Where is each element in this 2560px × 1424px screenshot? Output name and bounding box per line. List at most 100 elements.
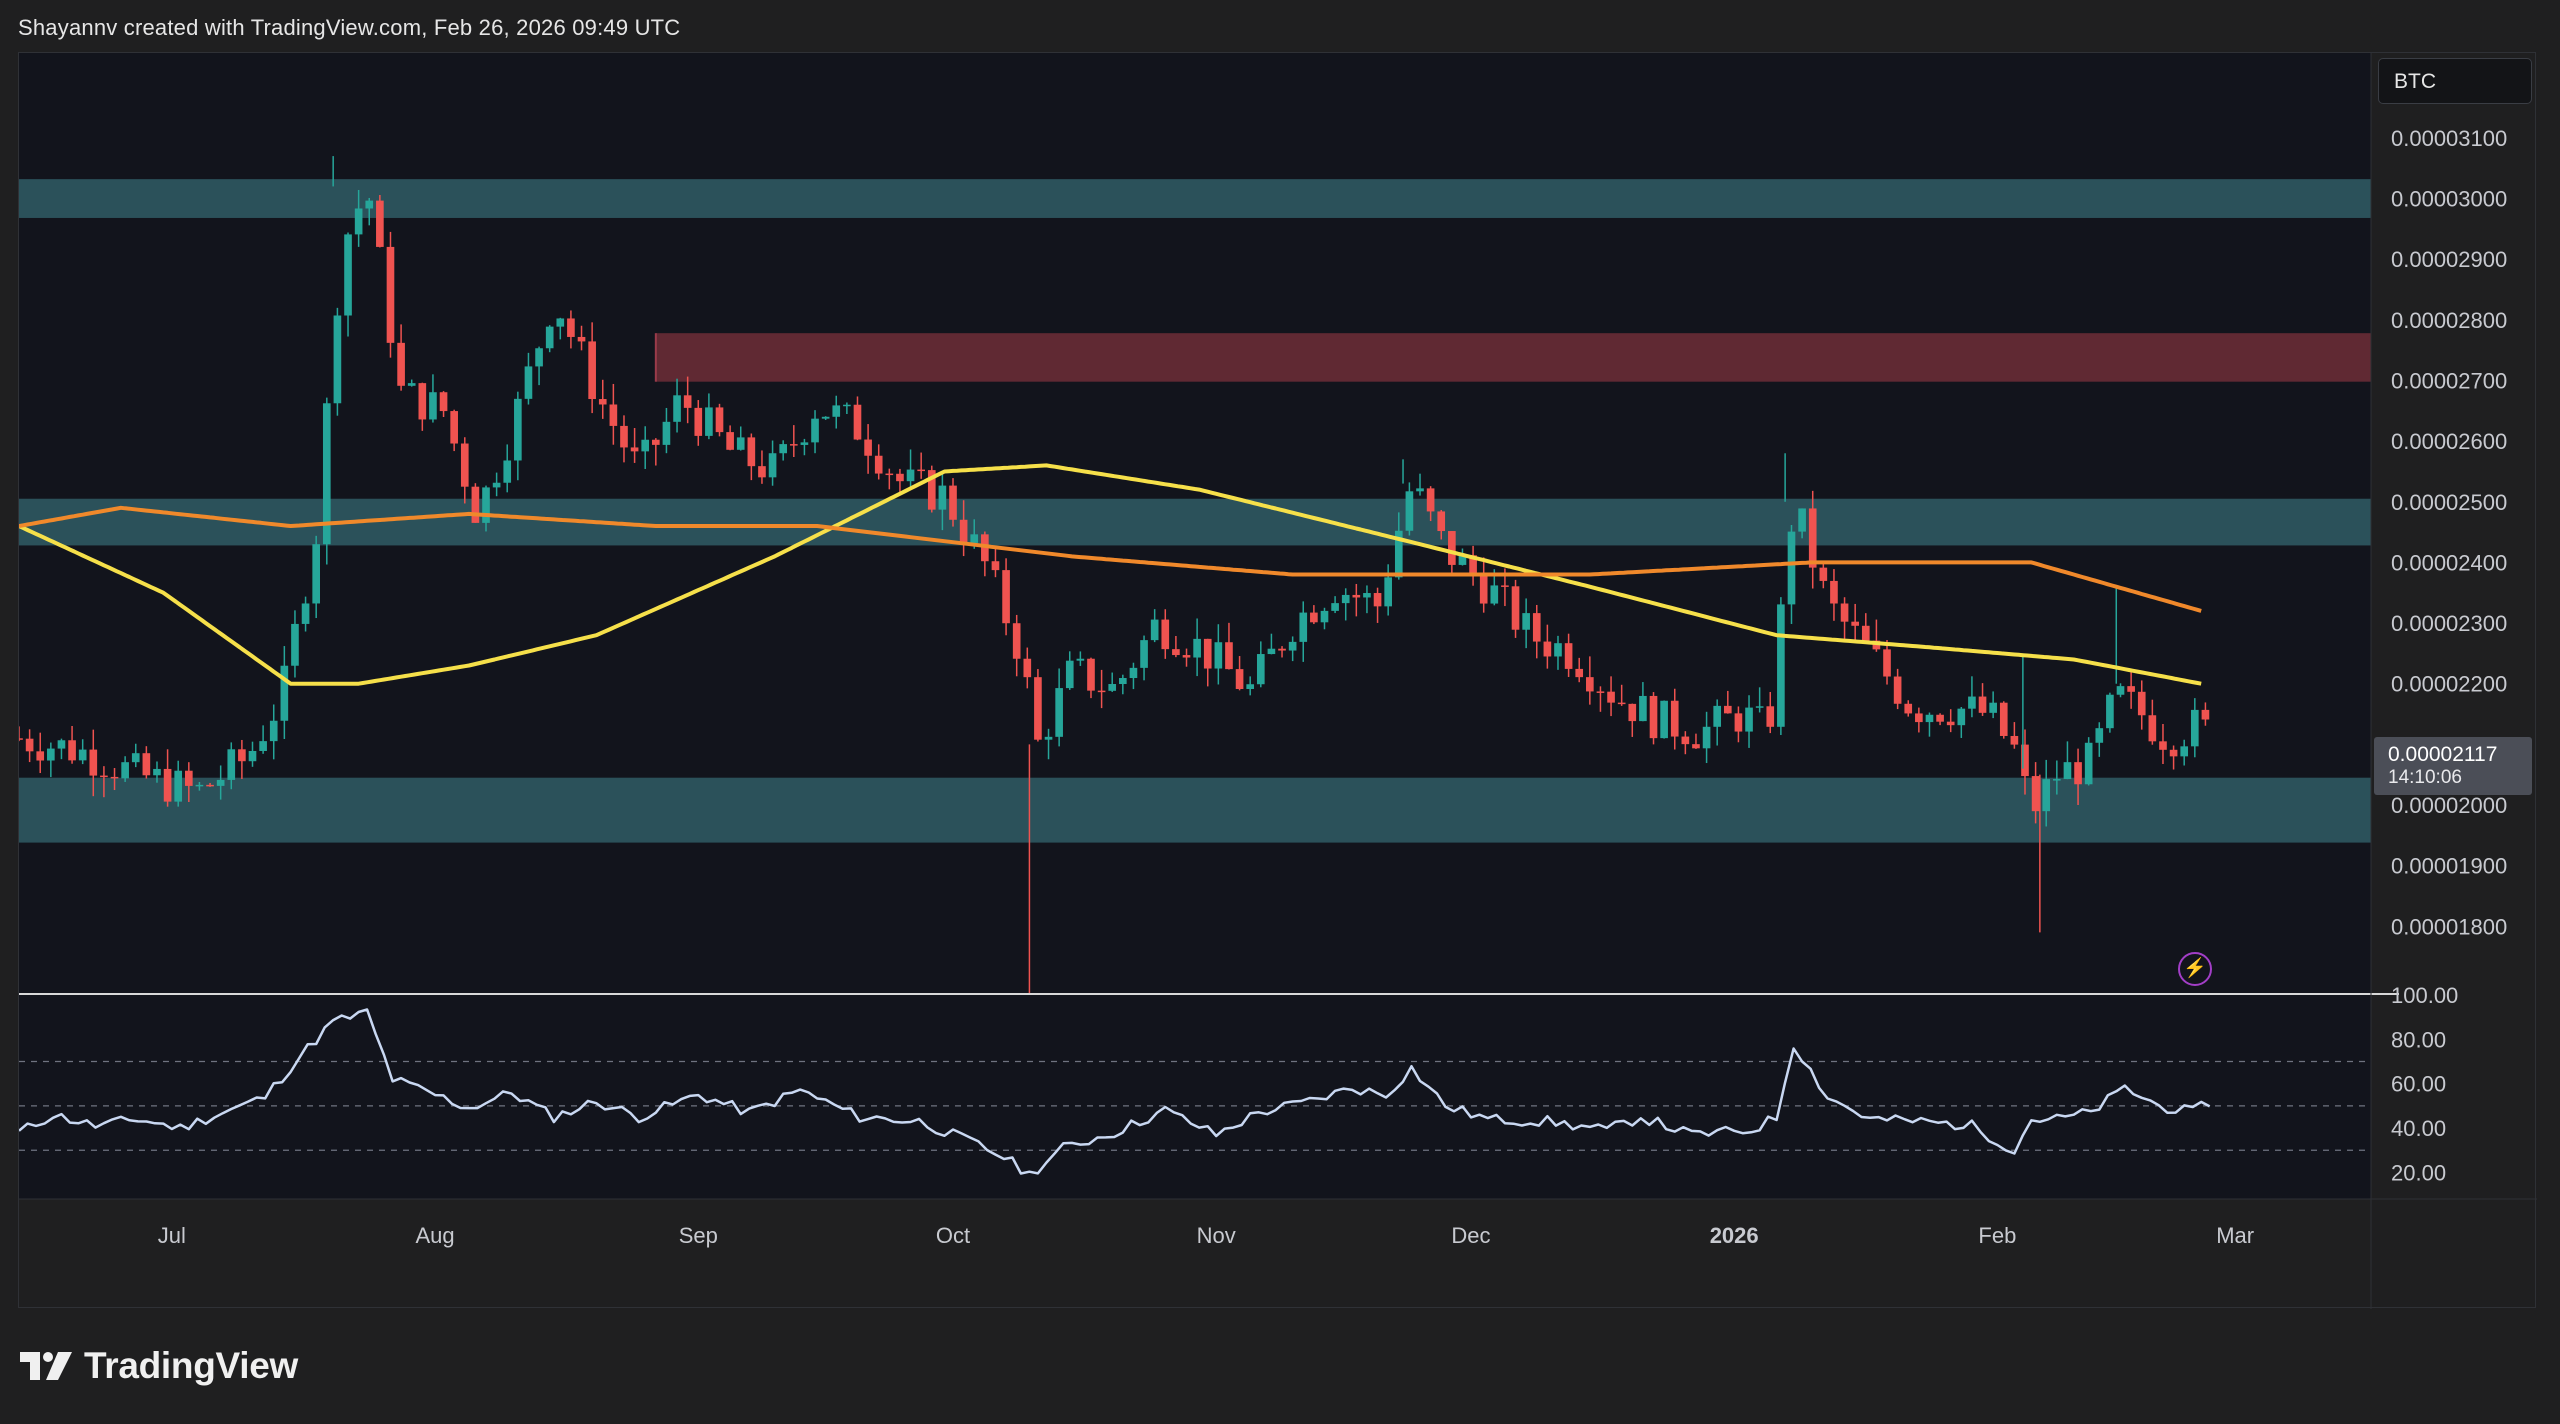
candle [514,391,522,481]
candle-body [206,784,214,787]
candle [1267,633,1276,655]
candle [598,379,607,419]
candle-body [874,455,883,474]
price-tick-label: 0.00002900 [2391,247,2507,272]
candle [1225,622,1233,670]
time-tick-label: Jul [158,1223,186,1248]
candle-body [121,762,129,779]
ma-fast-line [19,463,2202,686]
candle [1023,647,1032,689]
candle-body [78,749,87,761]
candle-body [1225,642,1233,670]
candle-body [1999,702,2008,736]
candle-body [1002,570,1010,624]
candle [1119,674,1127,695]
candle [2148,699,2157,745]
candle-body [1511,586,1520,630]
candle-body [758,466,766,478]
price-tick-label: 0.00002300 [2391,611,2507,636]
rsi-axis: 100.00 80.00 60.00 40.00 20.00 [2391,983,2458,1185]
time-tick-label: Dec [1451,1223,1490,1248]
candle-body [238,749,246,762]
candle-body [376,200,384,247]
candle [1989,691,1997,719]
candle-body [1023,658,1032,678]
candle-body [174,770,183,802]
candle-body [2084,742,2093,785]
candle [153,761,161,783]
candle-body [1649,695,1658,739]
candle-body [673,395,681,422]
candle-body [1405,491,1414,531]
candle [1532,604,1541,659]
candle-body [216,779,225,786]
candle-body [1479,574,1488,604]
candle-body [1490,585,1499,604]
candle-body [1978,696,1987,713]
candle-body [1946,721,1955,726]
price-tick-label: 0.00002000 [2391,793,2507,818]
candle [1522,598,1530,649]
chart-frame[interactable]: 0.00003100 0.00003000 0.00002900 0.00002800… [18,52,2537,1309]
candle-body [545,326,554,349]
time-tick-label: Nov [1197,1223,1236,1248]
candle-body [1437,511,1446,532]
time-tick-label: Oct [936,1223,970,1248]
candle-body [1140,640,1148,668]
candle-body [1904,703,1913,714]
candle [1299,601,1308,662]
candle-body [959,519,968,543]
candle [874,444,883,480]
rsi-tick-label: 60.00 [2391,1072,2446,1097]
candle [1352,583,1361,617]
candle-body [1320,610,1329,623]
candle [322,397,331,565]
candle-body [1161,619,1170,650]
candle [1097,669,1106,709]
candle [1787,524,1796,624]
candle-body [1808,508,1817,568]
candle-body [1076,658,1085,661]
candle [2190,698,2199,758]
candle-body [1819,567,1828,581]
candle-body [598,399,607,405]
moving-averages-layer [19,463,2202,686]
candle [482,485,490,532]
candle [238,739,246,780]
candle-body [705,407,713,436]
symbol-badge[interactable]: BTC [2378,58,2532,104]
candle-body [2148,715,2157,742]
candle-body [1936,714,1944,722]
candle-body [322,403,331,545]
candle-body [821,416,830,419]
candle [726,425,734,451]
ma-slow-line [19,505,2202,613]
tradingview-logo[interactable]: TradingView [18,1345,298,1386]
candle [1511,579,1520,638]
candle [1087,657,1095,699]
candle-body [641,439,650,452]
candle [1999,701,2008,739]
candle [832,395,841,429]
candle [57,738,66,760]
candle [1543,624,1552,669]
candle [1426,486,1435,522]
candle-body [1883,649,1891,677]
tradingview-wordmark: TradingView [84,1345,298,1386]
candle [1044,728,1053,760]
candle-body [1384,577,1392,607]
candle-body [407,383,416,386]
candle [2031,762,2040,824]
candle-body [89,749,98,776]
chart-canvas[interactable]: 0.00003100 0.00003000 0.00002900 0.00002800… [19,53,2537,1309]
support-zone [19,179,2371,218]
candle [885,468,894,490]
candle-body [588,341,596,400]
candle-body [1755,706,1764,708]
candle-body [312,544,321,604]
candle [1723,690,1732,714]
lightning-icon[interactable]: ⚡ [2178,952,2212,986]
candle [1840,597,1849,639]
candle [174,760,183,807]
candle [163,749,172,807]
